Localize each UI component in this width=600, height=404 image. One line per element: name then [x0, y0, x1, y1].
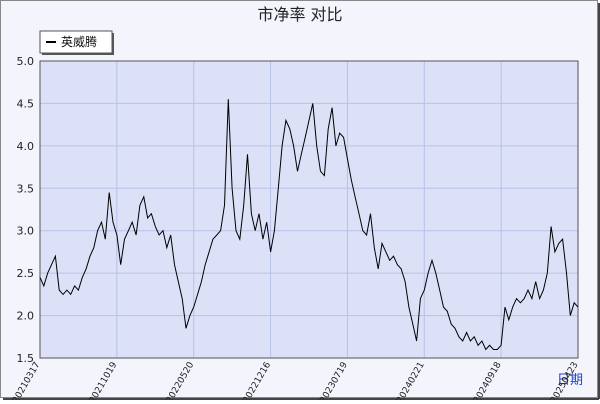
y-tick-label: 4.0	[17, 140, 35, 153]
y-tick-label: 2.0	[17, 310, 35, 323]
plot-border	[39, 60, 579, 359]
y-tick-label: 3.5	[17, 182, 35, 195]
y-tick-label: 2.5	[17, 267, 35, 280]
x-axis-label: 日期	[557, 373, 583, 388]
legend-box	[39, 30, 113, 54]
chart-title: 市净率 对比	[257, 5, 342, 24]
plot-area	[40, 61, 578, 358]
legend-label: 英威腾	[61, 34, 97, 49]
y-tick-label: 1.5	[17, 352, 35, 365]
series-line	[39, 99, 579, 351]
y-tick-label: 4.5	[17, 97, 35, 110]
y-tick-label: 5.0	[17, 55, 35, 68]
y-tick-label: 3.0	[17, 225, 35, 238]
